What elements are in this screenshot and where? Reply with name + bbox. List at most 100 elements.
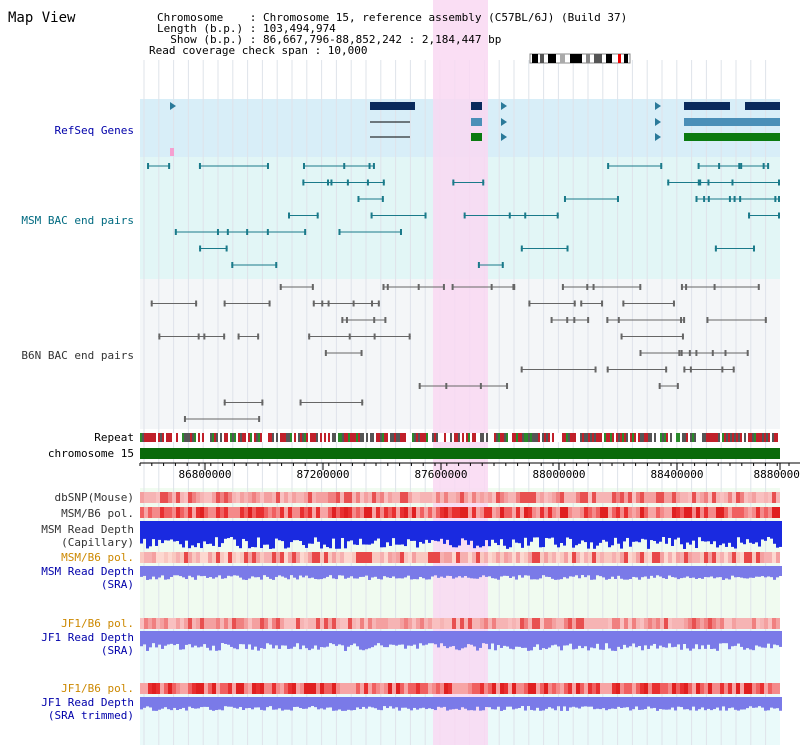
heat-cell — [232, 507, 236, 518]
bac-end — [563, 196, 566, 202]
depth-bar — [143, 631, 146, 645]
depth-bar — [758, 566, 761, 577]
heat-cell — [228, 492, 232, 503]
heat-cell — [288, 618, 292, 629]
heat-cell — [172, 492, 176, 503]
depth-bar — [662, 566, 665, 579]
bac-end — [778, 179, 780, 186]
depth-bar — [536, 566, 539, 580]
heat-cell — [428, 618, 432, 629]
heat-cell — [772, 618, 776, 629]
repeat-mark — [210, 433, 212, 442]
depth-bar — [437, 697, 440, 707]
depth-bar — [335, 697, 338, 711]
heat-cell — [292, 683, 296, 694]
heat-cell — [304, 492, 308, 503]
depth-bar — [431, 521, 434, 541]
heat-cell — [772, 507, 776, 518]
depth-bar — [734, 521, 737, 549]
bac-end — [672, 300, 675, 307]
depth-bar — [746, 631, 749, 649]
heat-cell — [448, 492, 452, 503]
repeat-mark — [406, 433, 408, 442]
depth-bar — [287, 697, 290, 710]
repeat-mark — [764, 433, 766, 442]
repeat-mark — [162, 433, 164, 442]
depth-bar — [443, 631, 446, 647]
depth-bar — [239, 631, 242, 645]
bac-end — [275, 262, 278, 268]
heat-cell — [688, 618, 692, 629]
info-coverage-span: Read coverage check span : 10,000 — [149, 44, 368, 57]
heat-cell — [148, 492, 152, 503]
heat-cell — [648, 507, 652, 518]
depth-bar — [686, 697, 689, 710]
depth-bar — [761, 566, 764, 577]
depth-bar — [146, 521, 149, 549]
depth-bar — [251, 566, 254, 577]
depth-bar — [749, 631, 752, 650]
depth-bar — [416, 566, 419, 580]
repeat-mark — [278, 433, 280, 442]
heat-cell — [364, 492, 368, 503]
depth-bar — [473, 697, 476, 711]
bac-end — [158, 333, 161, 340]
heat-cell — [672, 492, 676, 503]
depth-bar — [257, 566, 260, 578]
heat-cell — [276, 618, 280, 629]
depth-bar — [227, 521, 230, 539]
heat-cell — [220, 552, 224, 563]
depth-bar — [671, 521, 674, 546]
depth-bar — [200, 631, 203, 647]
repeat-mark — [214, 433, 216, 442]
depth-bar — [272, 631, 275, 649]
heat-cell — [728, 683, 732, 694]
heat-cell — [140, 507, 144, 518]
heat-cell — [376, 552, 380, 563]
depth-bar — [377, 566, 380, 579]
heat-cell — [628, 552, 632, 563]
repeat-mark — [534, 433, 536, 442]
heat-cell — [296, 552, 300, 563]
bac-end — [225, 245, 228, 252]
heat-cell — [652, 683, 656, 694]
heat-cell — [488, 507, 492, 518]
repeat-mark — [186, 433, 188, 442]
heat-cell — [324, 683, 328, 694]
heat-cell — [348, 618, 352, 629]
depth-bar — [686, 631, 689, 649]
depth-bar — [590, 631, 593, 648]
depth-bar — [725, 631, 728, 644]
heat-cell — [520, 507, 524, 518]
depth-bar — [146, 631, 149, 651]
depth-bar — [494, 631, 497, 651]
heat-cell — [180, 552, 184, 563]
depth-bar — [542, 697, 545, 711]
depth-bar — [176, 521, 179, 542]
heat-cell — [592, 618, 596, 629]
depth-bar — [626, 697, 629, 708]
repeat-mark — [706, 433, 708, 442]
heat-cell — [468, 618, 472, 629]
repeat-mark — [358, 433, 360, 442]
heat-cell — [680, 618, 684, 629]
heat-cell — [180, 683, 184, 694]
heat-cell — [568, 552, 572, 563]
depth-bar — [773, 521, 776, 544]
depth-bar — [569, 566, 572, 577]
repeat-mark — [510, 433, 512, 442]
heat-cell — [564, 507, 568, 518]
depth-bar — [587, 566, 590, 576]
heat-cell — [552, 492, 556, 503]
heat-cell — [388, 492, 392, 503]
ideogram-band — [540, 54, 544, 63]
heat-cell — [312, 618, 316, 629]
depth-bar — [719, 521, 722, 546]
repeat-mark — [296, 433, 298, 442]
depth-bar — [149, 566, 152, 580]
depth-bar — [521, 631, 524, 648]
ideogram-band — [618, 54, 621, 63]
depth-bar — [293, 631, 296, 647]
heat-cell — [660, 552, 664, 563]
